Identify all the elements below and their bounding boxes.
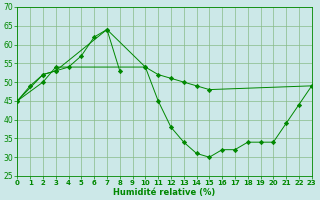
X-axis label: Humidité relative (%): Humidité relative (%)	[113, 188, 216, 197]
